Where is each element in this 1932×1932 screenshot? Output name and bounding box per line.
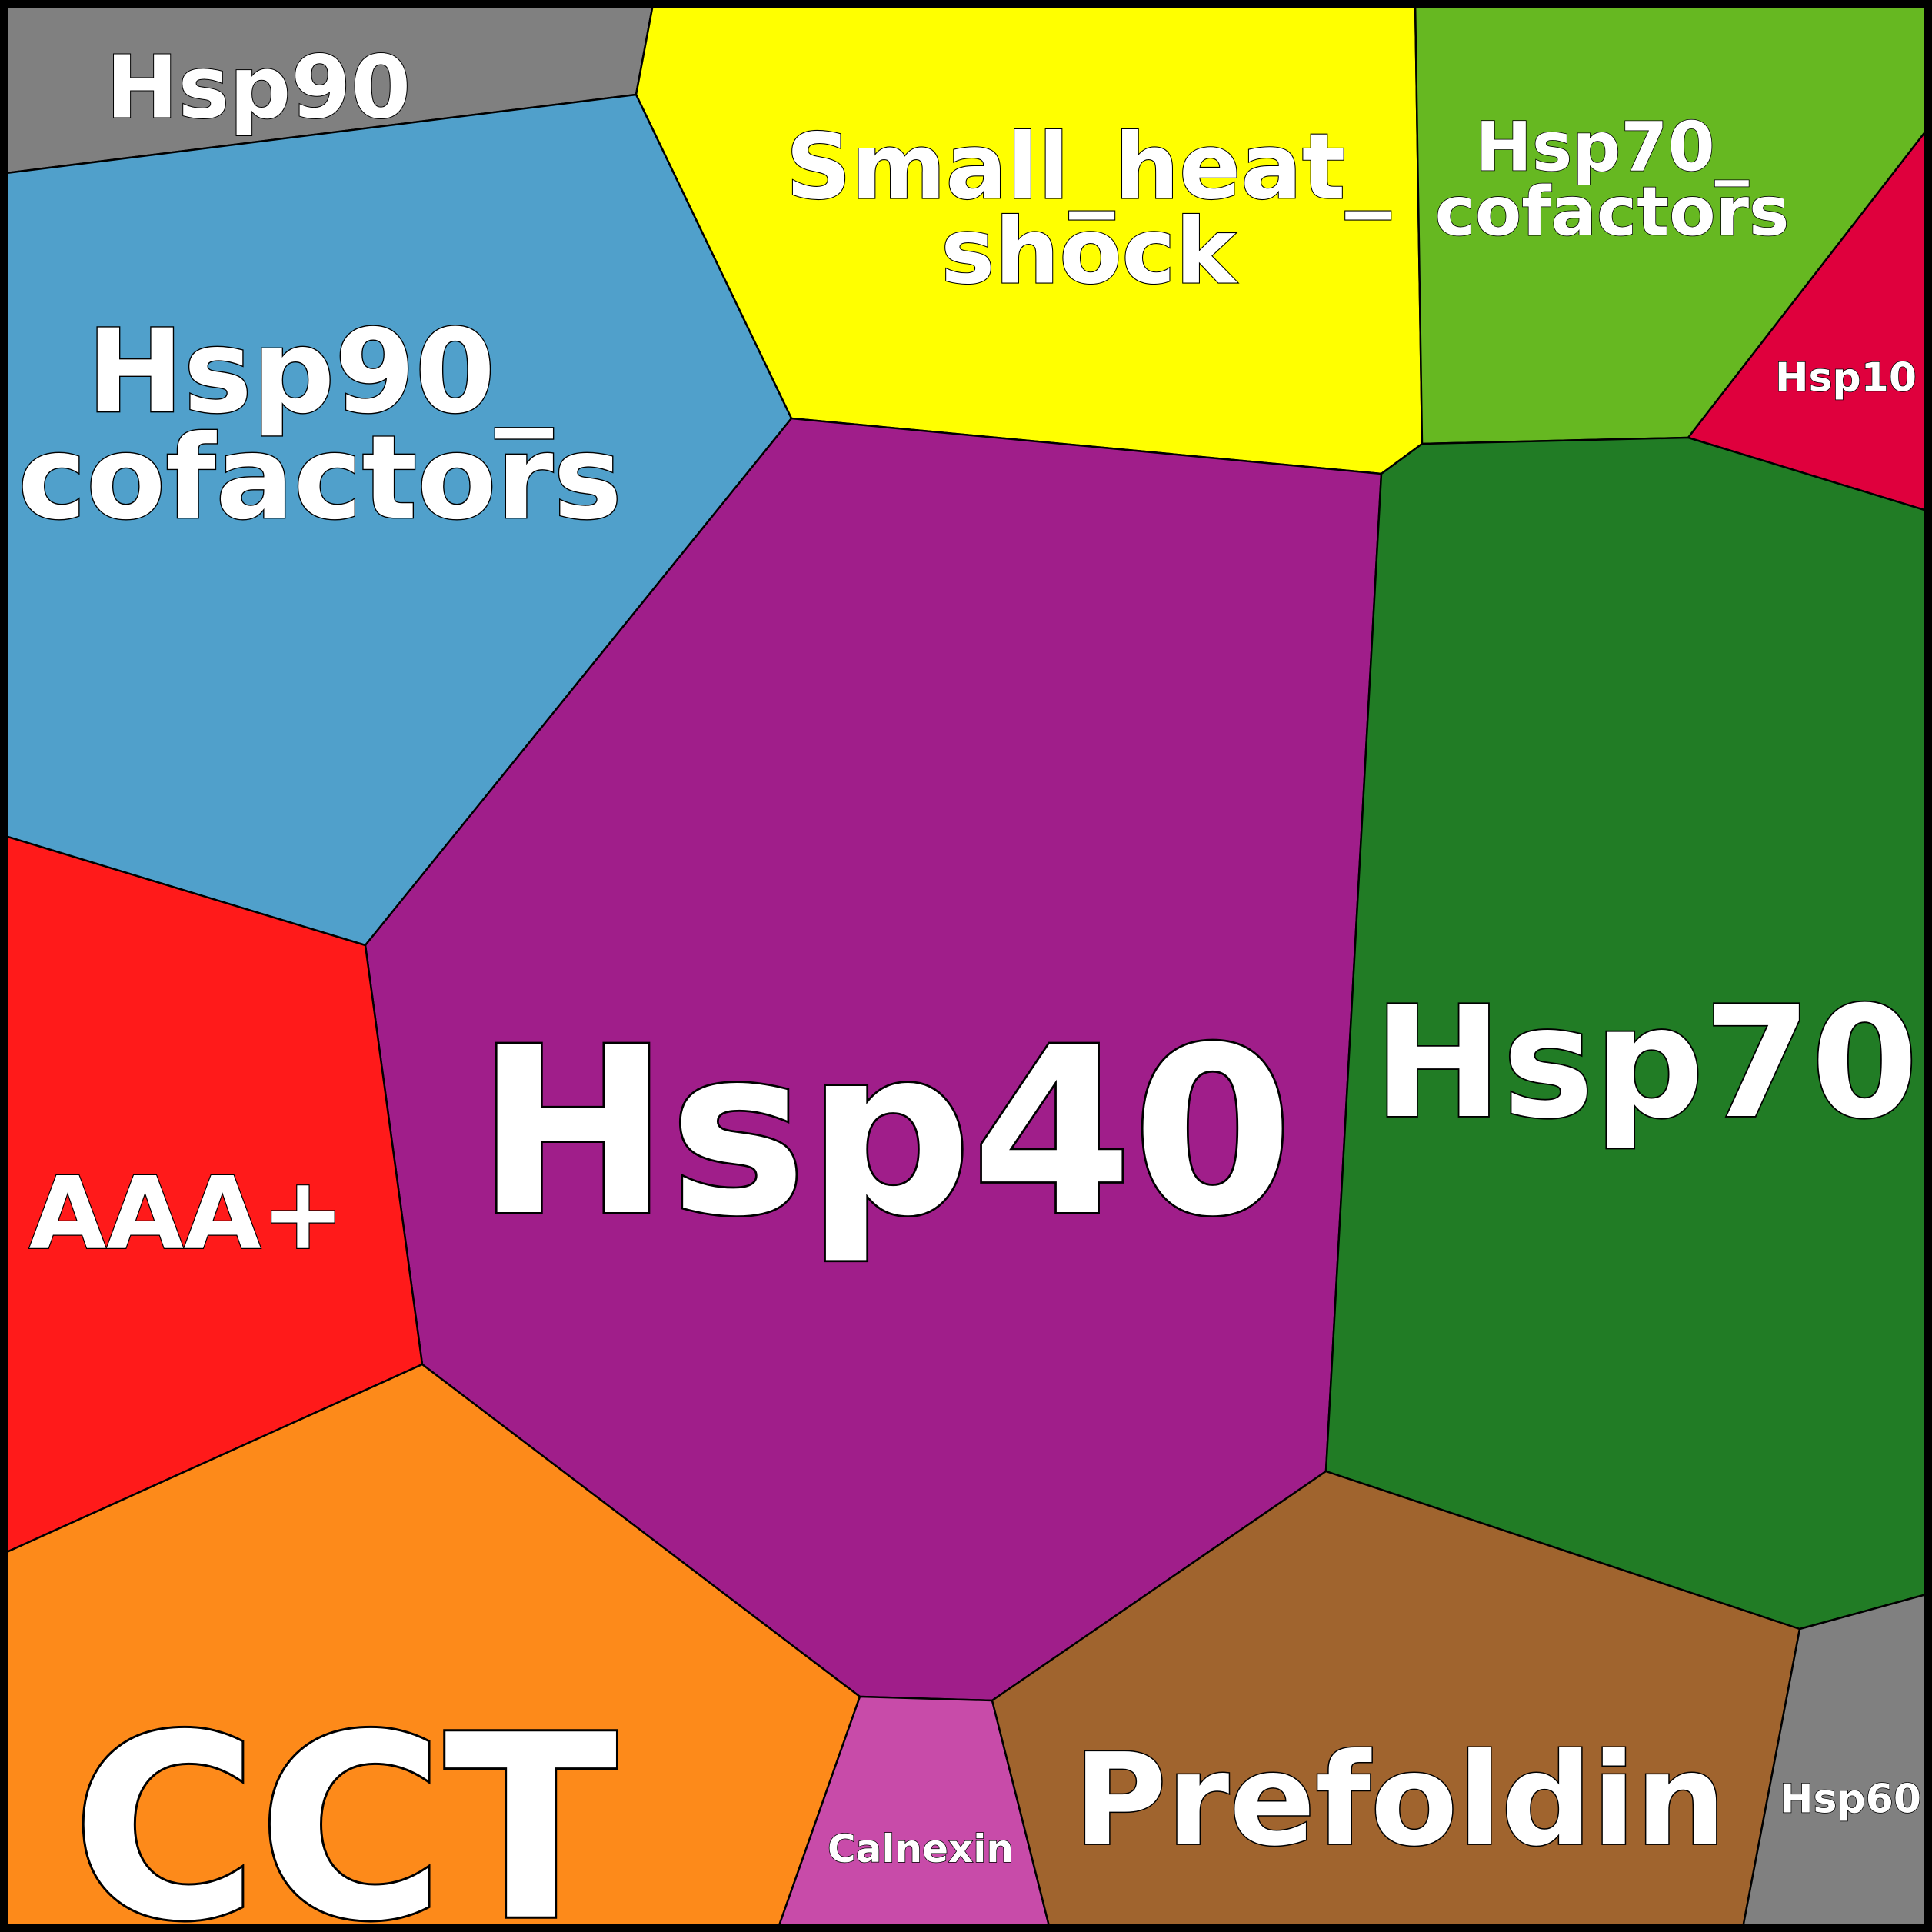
label-hsp10: Hsp10: [1775, 355, 1917, 401]
label-hsp60: Hsp60: [1780, 1777, 1921, 1823]
label-hsp90-cofactors-line-1: Hsp90_: [87, 305, 553, 439]
label-hsp90-cofactors-line-2: cofactors: [18, 411, 621, 545]
label-small-heat-shock-line-1: Small_heat_: [786, 113, 1391, 219]
label-hsp40: Hsp40: [476, 998, 1293, 1267]
label-prefoldin: Prefoldin: [1074, 1726, 1726, 1874]
cell-hsp60: [1740, 1591, 1932, 1932]
label-hsp90: Hsp90: [106, 38, 411, 138]
label-small-heat-shock-line-2: shock: [941, 198, 1237, 304]
label-aaa-plus: AAA+: [29, 1155, 345, 1272]
label-cct: CCT: [72, 1681, 618, 1932]
label-hsp70-cofactors-line-1: Hsp70_: [1475, 108, 1748, 187]
label-calnexin: Calnexin: [828, 1827, 1014, 1871]
cell-calnexin: [775, 1695, 1052, 1932]
label-hsp70: Hsp70: [1374, 974, 1918, 1153]
label-hsp70-cofactors-line-2: cofactors: [1435, 172, 1790, 251]
